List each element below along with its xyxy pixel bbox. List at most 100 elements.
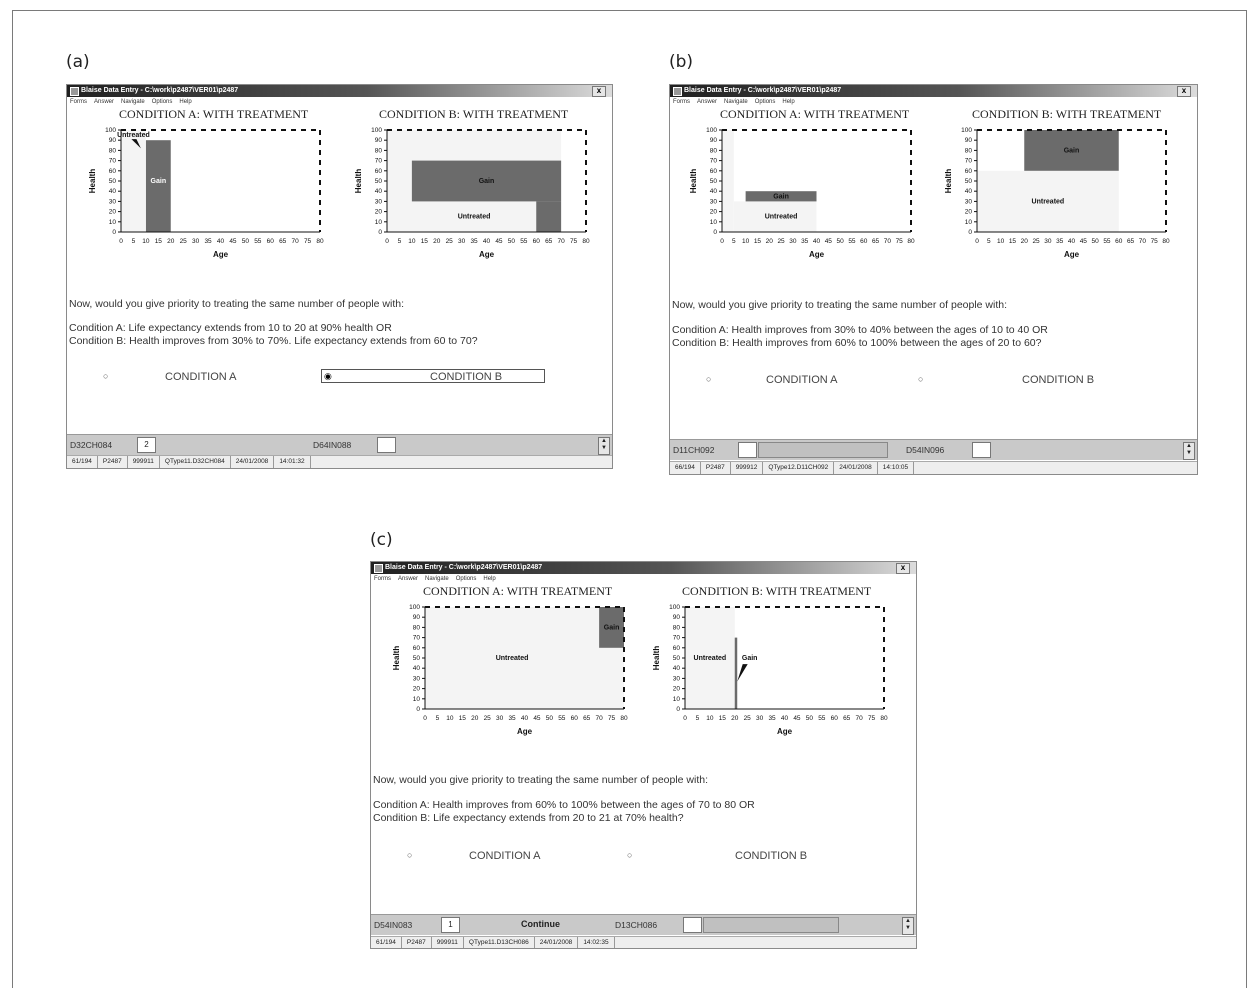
menu-answer[interactable]: Answer (94, 99, 115, 105)
continue-button[interactable]: Continue (521, 919, 560, 929)
x-tick-label: 65 (279, 238, 287, 245)
field-value-1[interactable] (738, 442, 757, 458)
x-tick-label: 65 (583, 715, 591, 722)
field-name-1: D32CH084 (70, 440, 113, 450)
option-condition-b-label[interactable]: CONDITION B (1022, 374, 1095, 386)
question-text: Now, would you give priority to treating… (672, 299, 1008, 311)
menu-navigate[interactable]: Navigate (121, 99, 145, 105)
chart-region (745, 191, 817, 202)
x-tick-label: 0 (683, 715, 687, 722)
region-label: Untreated (1032, 198, 1065, 205)
menu-help[interactable]: Help (179, 99, 192, 105)
x-tick-label: 20 (766, 238, 774, 245)
field-value-1[interactable]: 1 (441, 917, 460, 933)
status-project: P2487 (98, 456, 128, 468)
field-name-1: D11CH092 (673, 445, 715, 455)
scroll-arrows-icon[interactable]: ▲ ▼ (902, 917, 914, 935)
x-tick-label: 10 (742, 238, 750, 245)
y-tick-label: 20 (109, 209, 117, 216)
x-axis-title: Age (479, 250, 495, 259)
menu-navigate[interactable]: Navigate (724, 99, 748, 105)
field-value-1[interactable]: 2 (137, 437, 156, 453)
y-axis-title: Health (689, 169, 698, 194)
x-tick-label: 65 (843, 715, 851, 722)
radio-condition-b[interactable]: ○ (918, 374, 924, 384)
option-condition-b-selected[interactable] (321, 369, 545, 383)
region-label: Gain (151, 178, 167, 185)
x-tick-label: 10 (446, 715, 454, 722)
y-tick-label: 30 (375, 198, 383, 205)
y-tick-label: 10 (413, 696, 421, 703)
x-tick-label: 55 (848, 238, 856, 245)
blaise-window-a: Blaise Data Entry - C:\work\p2487\VER01\… (66, 84, 613, 469)
y-tick-label: 100 (961, 127, 972, 134)
x-tick-label: 30 (1044, 238, 1052, 245)
x-tick-label: 15 (719, 715, 727, 722)
menu-options[interactable]: Options (754, 99, 776, 105)
menu-forms[interactable]: Forms (673, 99, 690, 105)
x-tick-label: 70 (292, 238, 300, 245)
close-icon[interactable]: x (592, 86, 606, 97)
close-icon[interactable]: x (896, 563, 910, 574)
menu-help[interactable]: Help (782, 99, 795, 105)
option-condition-a-label[interactable]: CONDITION A (469, 850, 541, 862)
x-tick-label: 80 (316, 238, 324, 245)
menu-answer[interactable]: Answer (697, 99, 718, 105)
x-tick-label: 35 (1056, 238, 1064, 245)
status-time: 14:02:35 (578, 937, 615, 948)
y-tick-label: 60 (413, 645, 421, 652)
field-value-2[interactable] (377, 437, 396, 453)
radio-condition-a[interactable]: ○ (103, 371, 109, 381)
radio-condition-b[interactable]: ○ (627, 850, 633, 860)
x-tick-label: 25 (446, 238, 454, 245)
y-tick-label: 0 (112, 229, 116, 236)
condition-a-heading: CONDITION A: WITH TREATMENT (720, 107, 910, 121)
option-condition-a-label[interactable]: CONDITION A (165, 371, 237, 383)
y-tick-label: 30 (673, 675, 681, 682)
menu-help[interactable]: Help (483, 576, 496, 582)
callout-pointer (131, 139, 141, 149)
y-tick-label: 40 (413, 665, 421, 672)
status-date: 24/01/2008 (231, 456, 275, 468)
scroll-arrows-icon[interactable]: ▲ ▼ (598, 437, 610, 455)
x-tick-label: 55 (520, 238, 528, 245)
y-tick-label: 40 (375, 188, 383, 195)
region-label: Gain (773, 193, 789, 200)
y-tick-label: 50 (710, 178, 718, 185)
y-tick-label: 70 (375, 158, 383, 165)
chart-region (536, 201, 562, 232)
menu-options[interactable]: Options (151, 99, 173, 105)
menu-answer[interactable]: Answer (398, 576, 419, 582)
status-project: P2487 (402, 937, 432, 948)
menu-forms[interactable]: Forms (70, 99, 87, 105)
x-axis-title: Age (809, 250, 825, 259)
close-icon[interactable]: x (1177, 86, 1191, 97)
option-condition-a-label[interactable]: CONDITION A (766, 374, 838, 386)
x-tick-label: 45 (229, 238, 237, 245)
field-value-2[interactable] (972, 442, 991, 458)
option-condition-b-label[interactable]: CONDITION B (430, 371, 503, 383)
radio-condition-b-selected[interactable]: ◉ (324, 371, 332, 381)
field-value-2[interactable] (683, 917, 702, 933)
radio-condition-a[interactable]: ○ (706, 374, 712, 384)
y-tick-label: 80 (673, 624, 681, 631)
y-tick-label: 70 (965, 158, 973, 165)
y-axis-title: Health (392, 646, 401, 671)
x-tick-label: 60 (267, 238, 275, 245)
option-condition-b-label[interactable]: CONDITION B (735, 850, 808, 862)
menu-options[interactable]: Options (455, 576, 477, 582)
x-tick-label: 35 (768, 715, 776, 722)
radio-condition-a[interactable]: ○ (407, 850, 413, 860)
condition-a-heading: CONDITION A: WITH TREATMENT (119, 107, 309, 121)
chart-region (977, 170, 1119, 232)
condition-a-description: Condition A: Health improves from 60% to… (373, 799, 755, 811)
menu-navigate[interactable]: Navigate (425, 576, 449, 582)
scroll-arrows-icon[interactable]: ▲ ▼ (1183, 442, 1195, 460)
chart-region (599, 607, 624, 648)
x-tick-label: 15 (754, 238, 762, 245)
y-tick-label: 0 (416, 706, 420, 713)
x-tick-label: 45 (793, 715, 801, 722)
menu-forms[interactable]: Forms (374, 576, 391, 582)
question-text: Now, would you give priority to treating… (69, 298, 405, 310)
y-tick-label: 70 (413, 635, 421, 642)
